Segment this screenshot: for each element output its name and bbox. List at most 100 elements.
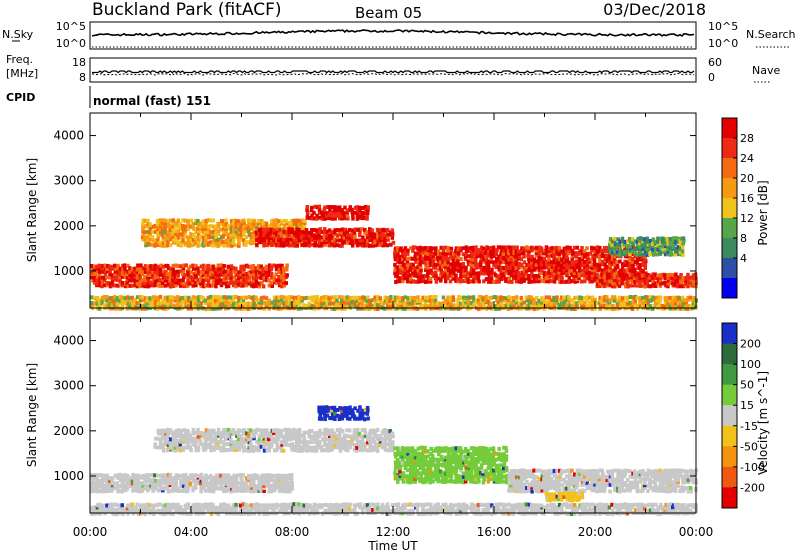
data-cell xyxy=(629,283,633,288)
data-cell xyxy=(416,256,420,261)
data-cell xyxy=(653,272,657,277)
data-cell xyxy=(287,480,291,485)
data-cell xyxy=(472,257,476,262)
data-cell xyxy=(232,227,236,231)
data-cell xyxy=(297,235,301,240)
data-cell xyxy=(163,278,168,283)
data-cell xyxy=(250,267,254,271)
data-cell xyxy=(214,479,218,484)
data-cell xyxy=(267,283,272,288)
data-cell xyxy=(469,279,473,284)
data-cell xyxy=(102,278,107,283)
data-cell xyxy=(156,483,161,488)
data-cell xyxy=(275,298,279,303)
data-cell xyxy=(110,486,115,491)
data-cell xyxy=(166,445,171,450)
data-cell xyxy=(122,301,127,306)
data-cell xyxy=(237,428,241,433)
data-cell xyxy=(575,273,580,278)
data-cell xyxy=(629,304,633,309)
data-cell xyxy=(337,445,341,450)
data-cell xyxy=(665,252,670,256)
data-cell xyxy=(290,445,294,450)
data-cell xyxy=(570,265,574,269)
data-cell xyxy=(212,275,216,279)
data-cell xyxy=(681,303,686,308)
data-cell xyxy=(671,278,675,283)
data-cell xyxy=(181,278,185,283)
data-cell xyxy=(169,224,173,229)
data-cell xyxy=(281,448,286,453)
data-cell xyxy=(540,271,545,275)
data-cell xyxy=(457,251,461,256)
data-cell xyxy=(373,439,377,444)
data-cell xyxy=(577,268,582,273)
data-cell xyxy=(199,295,203,300)
data-cell xyxy=(229,475,233,480)
data-cell xyxy=(259,478,264,483)
data-cell xyxy=(327,235,331,240)
data-cell xyxy=(506,265,511,270)
data-cell xyxy=(254,303,258,308)
data-cell xyxy=(489,246,493,250)
nsearch-label: N.Search xyxy=(746,28,796,41)
data-cell xyxy=(348,238,352,243)
data-cell xyxy=(227,431,231,436)
data-cell xyxy=(360,428,365,433)
colorbar-swatch xyxy=(722,138,737,159)
data-cell xyxy=(158,218,163,223)
data-cell xyxy=(441,295,446,300)
data-cell xyxy=(515,262,519,267)
data-cell xyxy=(178,433,183,438)
data-cell xyxy=(641,304,645,309)
data-cell xyxy=(292,436,297,441)
data-cell xyxy=(280,484,284,489)
data-cell xyxy=(232,295,236,299)
data-cell xyxy=(552,260,556,265)
data-cell xyxy=(122,263,127,268)
data-cell xyxy=(219,227,223,232)
data-cell xyxy=(249,301,253,306)
data-cell xyxy=(202,431,206,436)
data-cell xyxy=(540,248,545,253)
data-cell xyxy=(492,260,496,265)
data-cell xyxy=(337,213,342,218)
data-cell xyxy=(378,443,382,448)
data-cell xyxy=(312,436,317,441)
data-cell xyxy=(297,241,301,245)
data-cell xyxy=(636,265,640,270)
data-cell xyxy=(297,303,301,308)
data-cell xyxy=(459,274,463,279)
data-cell xyxy=(469,271,473,275)
data-cell xyxy=(244,242,248,247)
data-cell xyxy=(633,279,637,283)
data-cell xyxy=(431,246,436,251)
data-cell xyxy=(417,276,421,281)
data-cell xyxy=(418,304,423,309)
data-cell xyxy=(227,269,231,274)
data-cell xyxy=(239,224,243,229)
data-cell xyxy=(229,437,233,442)
data-cell xyxy=(267,267,272,272)
data-cell xyxy=(615,262,620,267)
data-cell xyxy=(368,301,372,306)
data-cell xyxy=(360,206,365,210)
data-cell xyxy=(242,304,247,309)
data-cell xyxy=(346,448,350,453)
data-cell xyxy=(605,253,609,258)
data-cell xyxy=(144,243,148,248)
data-cell xyxy=(204,224,208,229)
data-cell xyxy=(487,273,492,278)
data-cell xyxy=(118,272,122,277)
data-cell xyxy=(517,265,521,270)
data-cell xyxy=(633,247,637,252)
data-cell xyxy=(373,445,377,450)
freq-unit: [MHz] xyxy=(6,67,38,80)
data-cell xyxy=(183,218,188,223)
data-cell xyxy=(295,236,299,240)
data-cell xyxy=(282,486,286,491)
data-cell xyxy=(469,259,474,264)
data-cell xyxy=(292,295,296,300)
data-cell xyxy=(370,439,374,444)
